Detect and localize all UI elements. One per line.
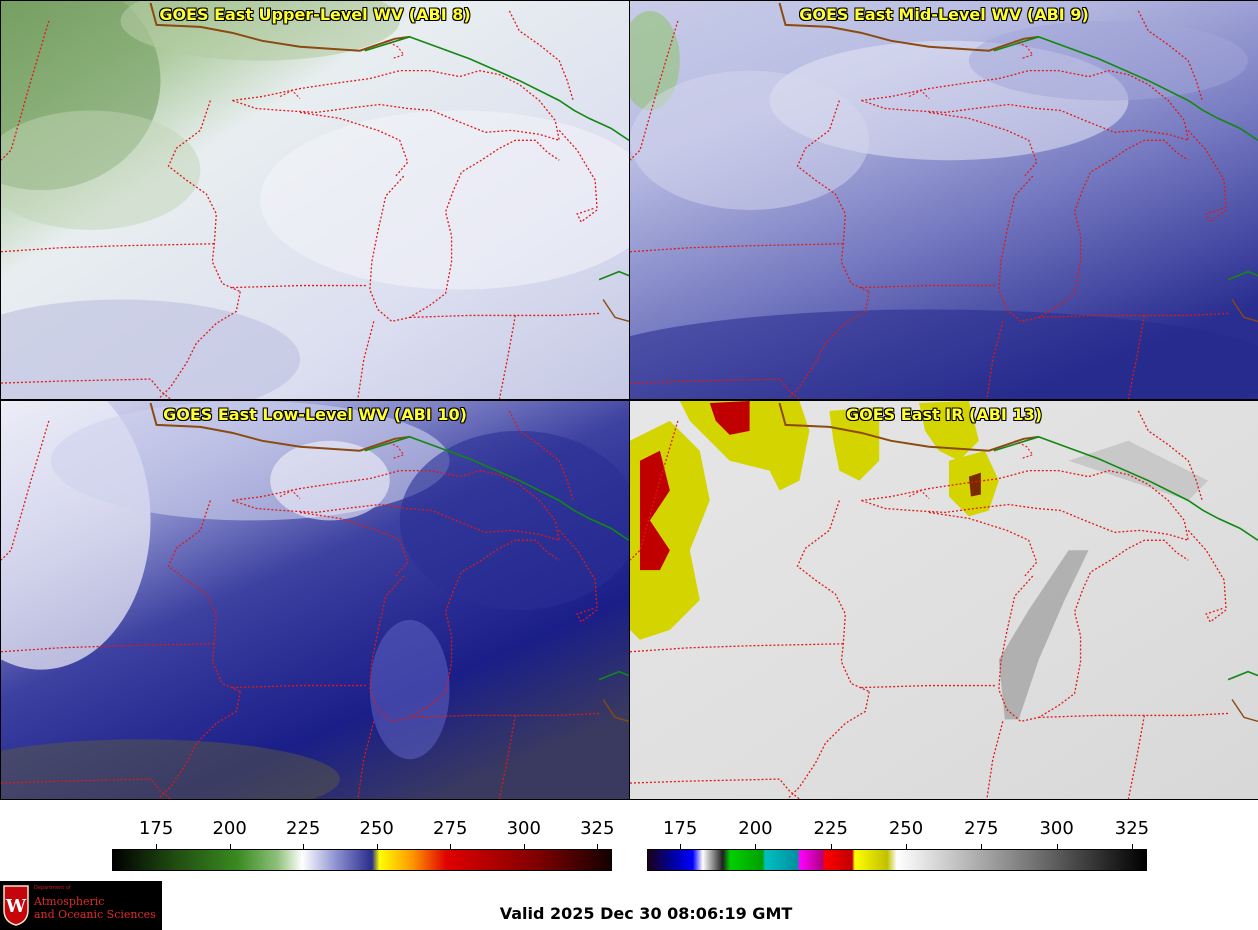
panel-mid-level-wv: GOES East Mid-Level WV (ABI 9)	[629, 0, 1258, 400]
ir-colorbar: 175 200 225 250 275 300 325	[647, 808, 1150, 872]
low-level-wv-image	[1, 401, 629, 799]
wv-colorbar: 175 200 225 250 275 300 325	[112, 808, 615, 872]
colorbar-tick-label: 175	[662, 818, 698, 839]
panel-ir: GOES East IR (ABI 13)	[629, 400, 1258, 800]
panel-title: GOES East Mid-Level WV (ABI 9)	[799, 5, 1089, 24]
colorbar-tick-mark	[523, 844, 525, 849]
logo-line2: and Oceanic Sciences	[34, 908, 156, 921]
colorbar-tick-label: 275	[433, 818, 468, 839]
valid-time: Valid 2025 Dec 30 08:06:19 GMT	[499, 904, 793, 923]
aos-logo[interactable]: W Department of Atmospheric and Oceanic …	[0, 881, 162, 930]
panel-title: GOES East Upper-Level WV (ABI 8)	[159, 5, 471, 24]
colorbar-tick-label: 250	[888, 818, 924, 839]
panel-title: GOES East IR (ABI 13)	[845, 405, 1043, 424]
colorbar-tick-label: 200	[212, 818, 247, 839]
logo-dept-text: Department of	[34, 885, 71, 891]
ir-colorbar-ticks: 175 200 225 250 275 300 325	[647, 808, 1150, 849]
mid-level-wv-image	[630, 1, 1258, 399]
colorbar-tick-label: 325	[580, 818, 615, 839]
colorbar-tick-label: 200	[738, 818, 773, 839]
panel-low-level-wv: GOES East Low-Level WV (ABI 10)	[0, 400, 630, 800]
colorbar-tick-mark	[906, 844, 908, 849]
ir-colorbar-strip	[647, 849, 1147, 871]
colorbar-tick-mark	[597, 844, 599, 849]
colorbar-tick-label: 225	[813, 818, 848, 839]
logo-line1: Atmospheric	[34, 895, 105, 908]
uw-crest-icon: W	[3, 885, 29, 926]
colorbar-tick-label: 300	[1039, 818, 1074, 839]
panel-upper-level-wv: GOES East Upper-Level WV (ABI 8)	[0, 0, 630, 400]
colorbar-tick-label: 275	[964, 818, 999, 839]
colorbar-tick-mark	[1056, 844, 1058, 849]
colorbar-tick-mark	[376, 844, 378, 849]
svg-text:W: W	[5, 896, 27, 917]
colorbar-tick-mark	[156, 844, 158, 849]
colorbar-tick-mark	[303, 844, 305, 849]
colorbar-tick-mark	[229, 844, 231, 849]
colorbar-tick-label: 175	[138, 818, 174, 839]
colorbar-tick-mark	[981, 844, 983, 849]
wv-colorbar-ticks: 175 200 225 250 275 300 325	[112, 808, 615, 849]
wv-colorbar-strip	[112, 849, 612, 871]
colorbar-tick-mark	[680, 844, 682, 849]
panel-title: GOES East Low-Level WV (ABI 10)	[163, 405, 467, 424]
colorbar-tick-mark	[450, 844, 452, 849]
colorbar-tick-mark	[755, 844, 757, 849]
colorbar-tick-label: 300	[506, 818, 541, 839]
colorbar-tick-label: 325	[1114, 818, 1150, 839]
colorbar-tick-mark	[1131, 844, 1133, 849]
colorbar-tick-label: 225	[285, 818, 321, 839]
colorbar-tick-label: 250	[359, 818, 394, 839]
ir-image	[630, 401, 1258, 799]
upper-level-wv-image	[1, 1, 629, 399]
colorbar-tick-mark	[830, 844, 832, 849]
